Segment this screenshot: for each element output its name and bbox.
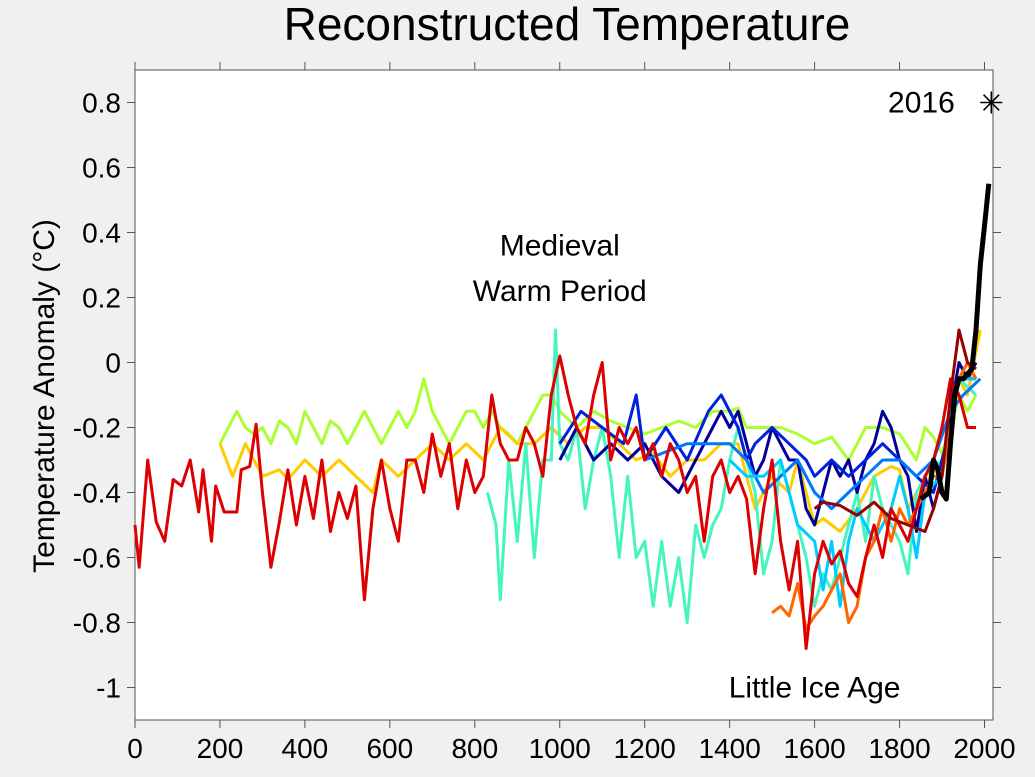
y-axis-label: Temperature Anomaly (°C) (28, 219, 61, 573)
y-tick-label: 0.8 (82, 88, 121, 119)
y-tick-label: -0.4 (73, 478, 121, 509)
chart-title: Reconstructed Temperature (284, 0, 851, 50)
instrumental-series-line (919, 183, 992, 502)
x-tick-label: 1600 (783, 733, 845, 764)
annotation-label: Little Ice Age (729, 672, 901, 705)
plot-area (134, 69, 994, 721)
series-line-9 (813, 328, 977, 533)
series-group (133, 183, 992, 650)
annotation-label: Warm Period (473, 275, 647, 308)
y-tick-label: 0 (105, 348, 121, 379)
y-tick-label: -0.6 (73, 543, 121, 574)
x-tick-label: 400 (282, 733, 329, 764)
series-line-3 (558, 361, 978, 533)
series-line-8 (133, 354, 976, 650)
x-tick-label: 0 (127, 733, 143, 764)
asterisk-marker-2016 (980, 91, 1003, 114)
series-line-6 (728, 377, 976, 608)
asterisk-stroke (982, 94, 1000, 111)
y-tick-label: 0.6 (82, 153, 121, 184)
x-tick-label: 800 (451, 733, 498, 764)
x-tick-label: 600 (366, 733, 413, 764)
y-tick-label: 0.2 (82, 283, 121, 314)
x-tick-label: 2000 (953, 733, 1015, 764)
y-tick-label: -1 (96, 673, 121, 704)
x-tick-label: 200 (197, 733, 244, 764)
x-tick-label: 1400 (699, 733, 761, 764)
y-tick-label: -0.8 (73, 608, 121, 639)
y-tick-label: 0.4 (82, 218, 121, 249)
x-tick-label: 1000 (529, 733, 591, 764)
year-2016-label: 2016 (888, 87, 955, 120)
x-tick-label: 1800 (868, 733, 930, 764)
y-tick-label: -0.2 (73, 413, 121, 444)
x-tick-label: 1200 (614, 733, 676, 764)
annotation-label: Medieval (500, 230, 620, 263)
